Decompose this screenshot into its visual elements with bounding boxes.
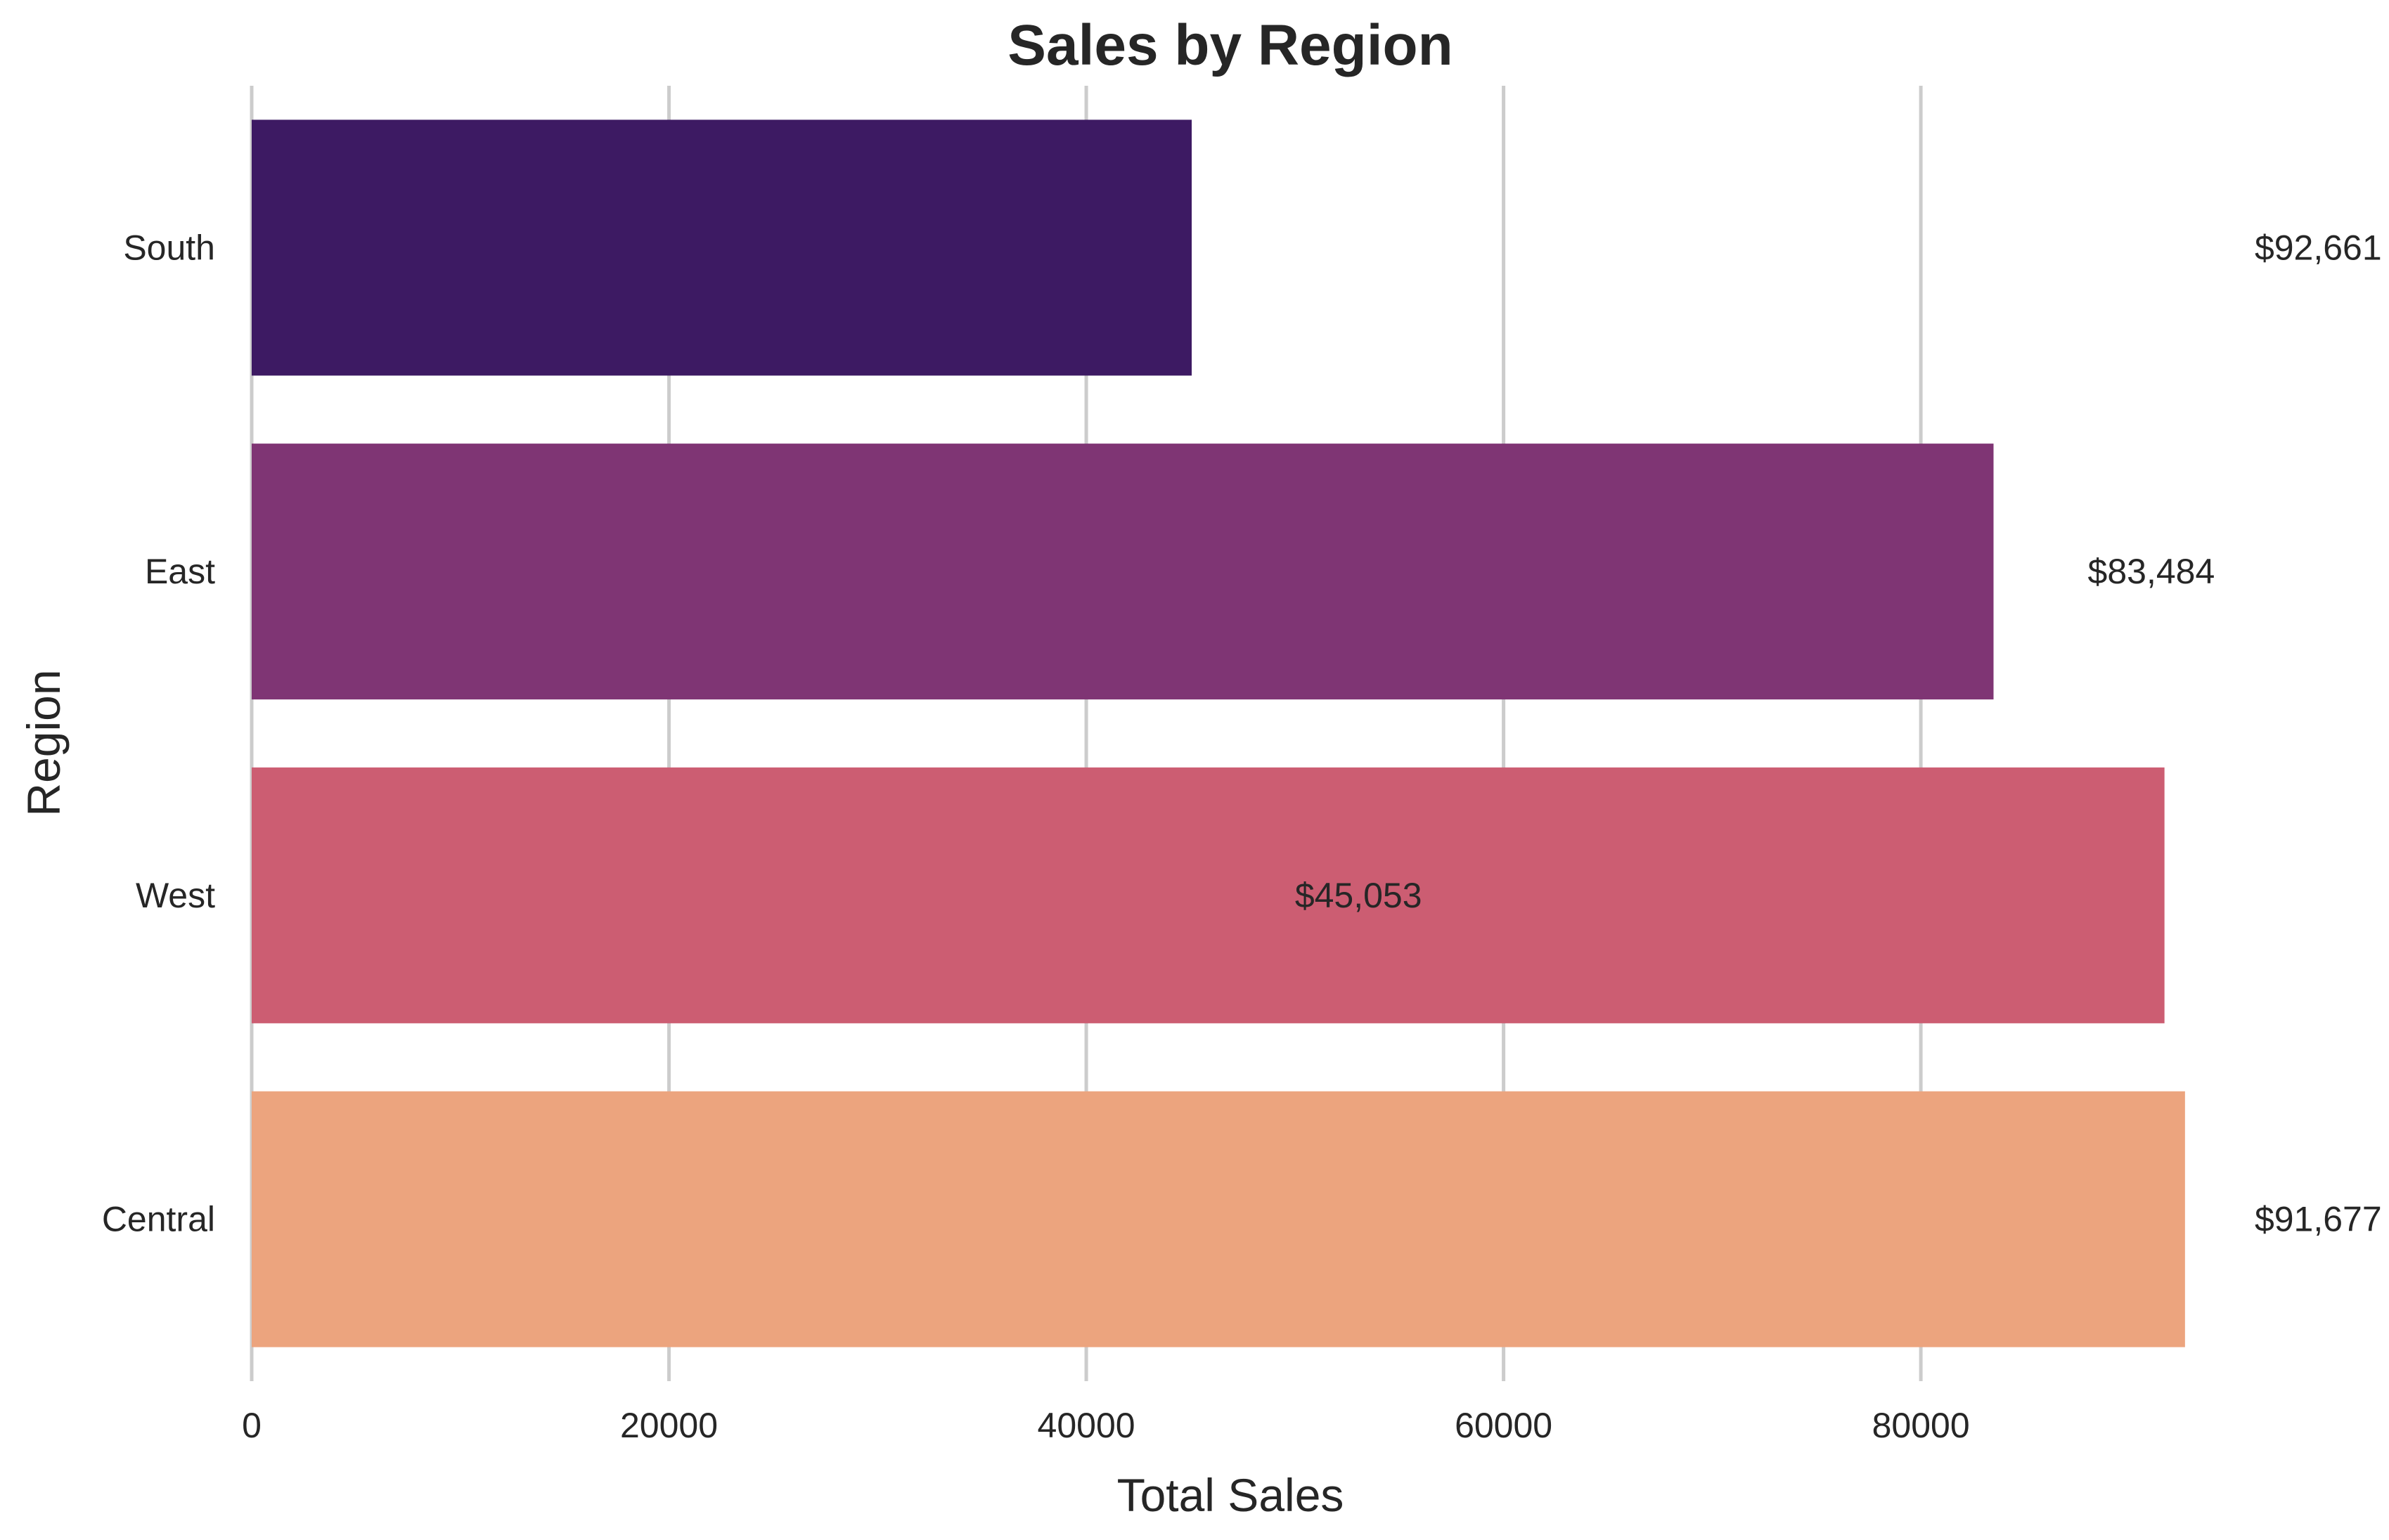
bars (252, 119, 2185, 1347)
data-labels: $92,661 $83,484 $45,053 $91,677 (1295, 228, 2382, 1238)
y-tick-label-west: West (136, 876, 215, 915)
x-axis-tick-labels: 0 20000 40000 60000 80000 (242, 1406, 1970, 1445)
x-tick-label-0: 0 (242, 1406, 262, 1445)
y-tick-label-south: South (123, 228, 215, 267)
chart-title: Sales by Region (1007, 13, 1453, 77)
bar-central (252, 1091, 2185, 1347)
data-label-central: $91,677 (2255, 1200, 2382, 1239)
y-axis-tick-labels: South East West Central (102, 228, 215, 1238)
x-tick-label-80000: 80000 (1872, 1406, 1970, 1445)
bar-west (252, 767, 2165, 1023)
y-tick-label-central: Central (102, 1200, 215, 1239)
x-tick-label-40000: 40000 (1038, 1406, 1135, 1445)
y-tick-label-east: East (145, 552, 215, 591)
data-label-west: $45,053 (1295, 876, 1422, 915)
bar-south (252, 119, 1192, 376)
x-axis-label: Total Sales (1117, 1469, 1344, 1521)
data-label-south: $92,661 (2255, 228, 2382, 267)
x-tick-label-20000: 20000 (620, 1406, 718, 1445)
data-label-east: $83,484 (2088, 552, 2215, 591)
x-tick-label-60000: 60000 (1455, 1406, 1552, 1445)
y-axis-label: Region (18, 669, 70, 816)
bar-east (252, 444, 1994, 700)
